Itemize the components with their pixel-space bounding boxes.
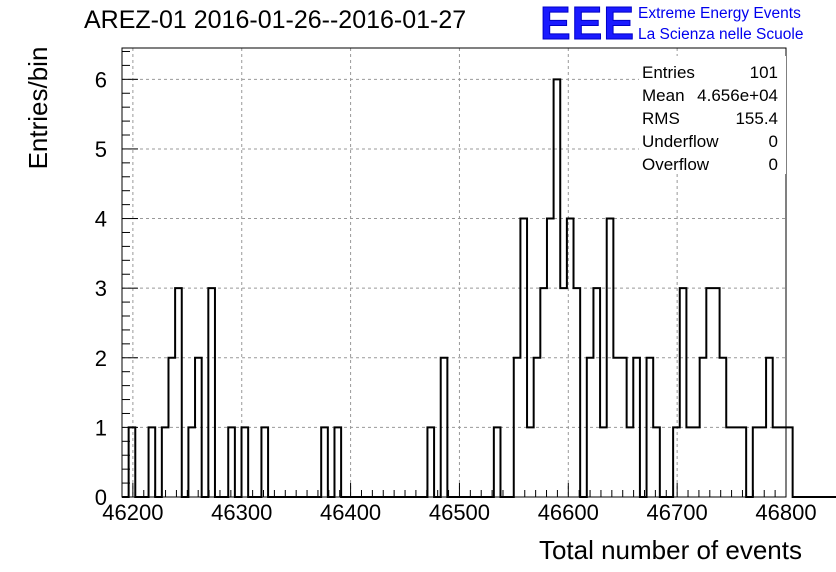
y-tick-label: 0 xyxy=(95,485,107,510)
y-tick-label: 5 xyxy=(95,137,107,162)
x-tick-label: 46400 xyxy=(320,500,381,525)
stats-value: 0 xyxy=(769,132,778,151)
y-tick-label: 3 xyxy=(95,276,107,301)
x-tick-label: 46300 xyxy=(211,500,272,525)
y-tick-label: 4 xyxy=(95,207,107,232)
x-tick-label: 46600 xyxy=(538,500,599,525)
stats-label: RMS xyxy=(642,109,680,128)
eee-logo-line-2: La Scienza nelle Scuole xyxy=(638,26,804,43)
chart-title: AREZ-01 2016-01-26--2016-01-27 xyxy=(84,6,467,34)
stats-value: 0 xyxy=(769,155,778,174)
y-tick-label: 1 xyxy=(95,415,107,440)
stats-label: Underflow xyxy=(642,132,719,151)
stats-value: 155.4 xyxy=(735,109,778,128)
x-axis-label: Total number of events xyxy=(538,535,802,565)
stats-label: Entries xyxy=(642,63,695,82)
x-tick-label: 46500 xyxy=(429,500,490,525)
eee-logo: EEE Extreme Energy Events La Scienza nel… xyxy=(539,0,836,49)
plot-frame xyxy=(121,47,787,498)
stats-box xyxy=(639,56,786,174)
stats-value: 4.656e+04 xyxy=(697,86,778,105)
y-tick-label: 6 xyxy=(95,67,107,92)
x-tick-label: 46700 xyxy=(647,500,708,525)
stats-value: 101 xyxy=(750,63,778,82)
x-tick-label: 46200 xyxy=(102,500,163,525)
y-tick-label: 2 xyxy=(95,346,107,371)
stats-label: Mean xyxy=(642,86,685,105)
stats-label: Overflow xyxy=(642,155,710,174)
eee-logo-mark: EEE xyxy=(539,0,636,49)
x-tick-label: 46800 xyxy=(755,500,816,525)
eee-logo-line-1: Extreme Energy Events xyxy=(638,5,801,22)
